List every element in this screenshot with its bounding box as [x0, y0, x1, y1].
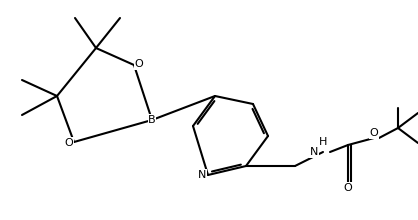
Text: O: O [370, 128, 378, 138]
Text: O: O [344, 183, 352, 193]
Text: O: O [65, 138, 74, 148]
Text: N: N [310, 147, 318, 157]
Text: N: N [198, 170, 206, 180]
Text: H: H [319, 137, 327, 147]
Text: B: B [148, 115, 156, 125]
Text: O: O [135, 59, 143, 69]
